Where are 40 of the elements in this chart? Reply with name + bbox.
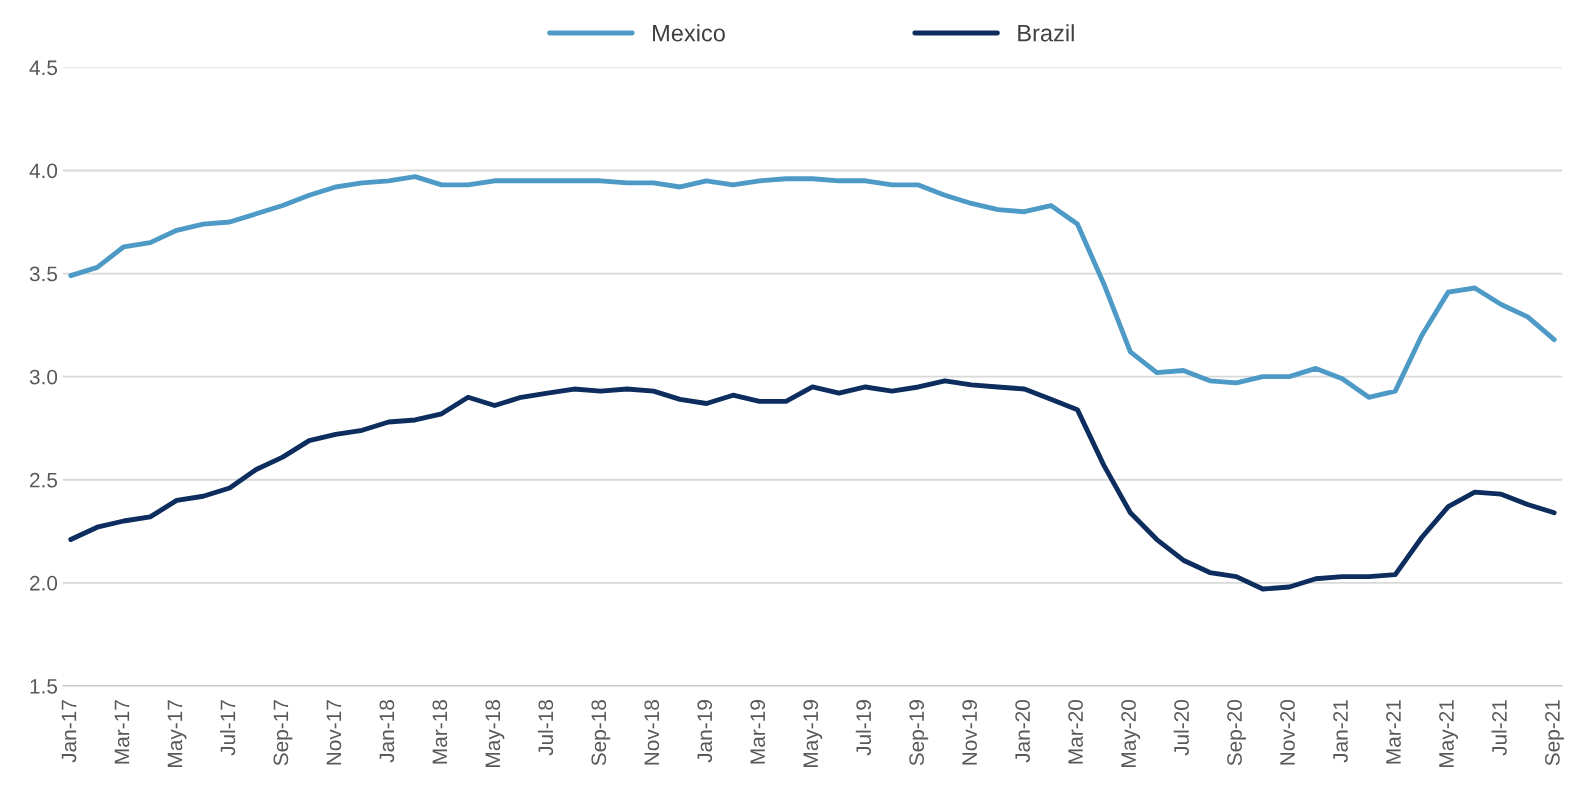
x-tick-label: Nov-19 — [962, 700, 978, 765]
x-tick-label: Mar-21 — [1386, 700, 1401, 764]
x-tick-label: Sep-18 — [591, 700, 611, 766]
x-tick-label: Mar-20 — [1068, 699, 1083, 764]
x-tick-label: Jul-18 — [537, 700, 554, 756]
x-tick-label: Jan-19 — [697, 700, 713, 763]
x-tick-label: Nov-17 — [326, 700, 342, 765]
y-tick-label: 2.0 — [30, 575, 58, 591]
x-tick-label: Mar-19 — [750, 700, 766, 764]
x-tick-label: Sep-19 — [909, 700, 929, 766]
legend-label: Mexico — [653, 24, 725, 42]
x-tick-label: Jan-17 — [61, 700, 77, 763]
x-tick-label: Jul-21 — [1491, 700, 1507, 756]
y-tick-label: 4.0 — [29, 163, 58, 179]
x-tick-label: Mar-17 — [114, 700, 130, 764]
x-tick-label: Jul-19 — [855, 700, 872, 756]
y-tick-label: 3.0 — [29, 369, 58, 385]
x-tick-label: Jul-17 — [219, 700, 236, 756]
x-tick-label: Sep-17 — [273, 700, 293, 766]
x-tick-label: Jan-21 — [1333, 700, 1348, 763]
x-tick-label: May-18 — [485, 700, 505, 767]
x-tick-label: Jul-20 — [1173, 699, 1189, 756]
x-tick-label: Mar-18 — [432, 700, 448, 764]
legend-label: Brazil — [1018, 24, 1074, 42]
line-series — [68, 174, 1557, 400]
x-tick-label: Jan-20 — [1015, 699, 1030, 763]
x-tick-label: May-19 — [803, 700, 823, 767]
x-tick-label: May-21 — [1439, 700, 1458, 767]
x-tick-label: Sep-20 — [1227, 699, 1247, 766]
x-tick-label: Nov-20 — [1280, 699, 1295, 765]
y-tick-label: 3.5 — [29, 266, 58, 282]
y-tick-label: 4.5 — [29, 60, 58, 76]
x-tick-label: Nov-18 — [644, 700, 660, 765]
x-tick-label: Sep-21 — [1545, 700, 1564, 766]
line-series — [68, 378, 1557, 592]
x-tick-label: May-20 — [1121, 699, 1141, 767]
x-tick-label: May-17 — [167, 700, 187, 767]
y-tick-label: 1.5 — [30, 679, 58, 694]
x-tick-label: Jan-18 — [379, 700, 395, 763]
y-tick-label: 2.5 — [30, 472, 58, 488]
